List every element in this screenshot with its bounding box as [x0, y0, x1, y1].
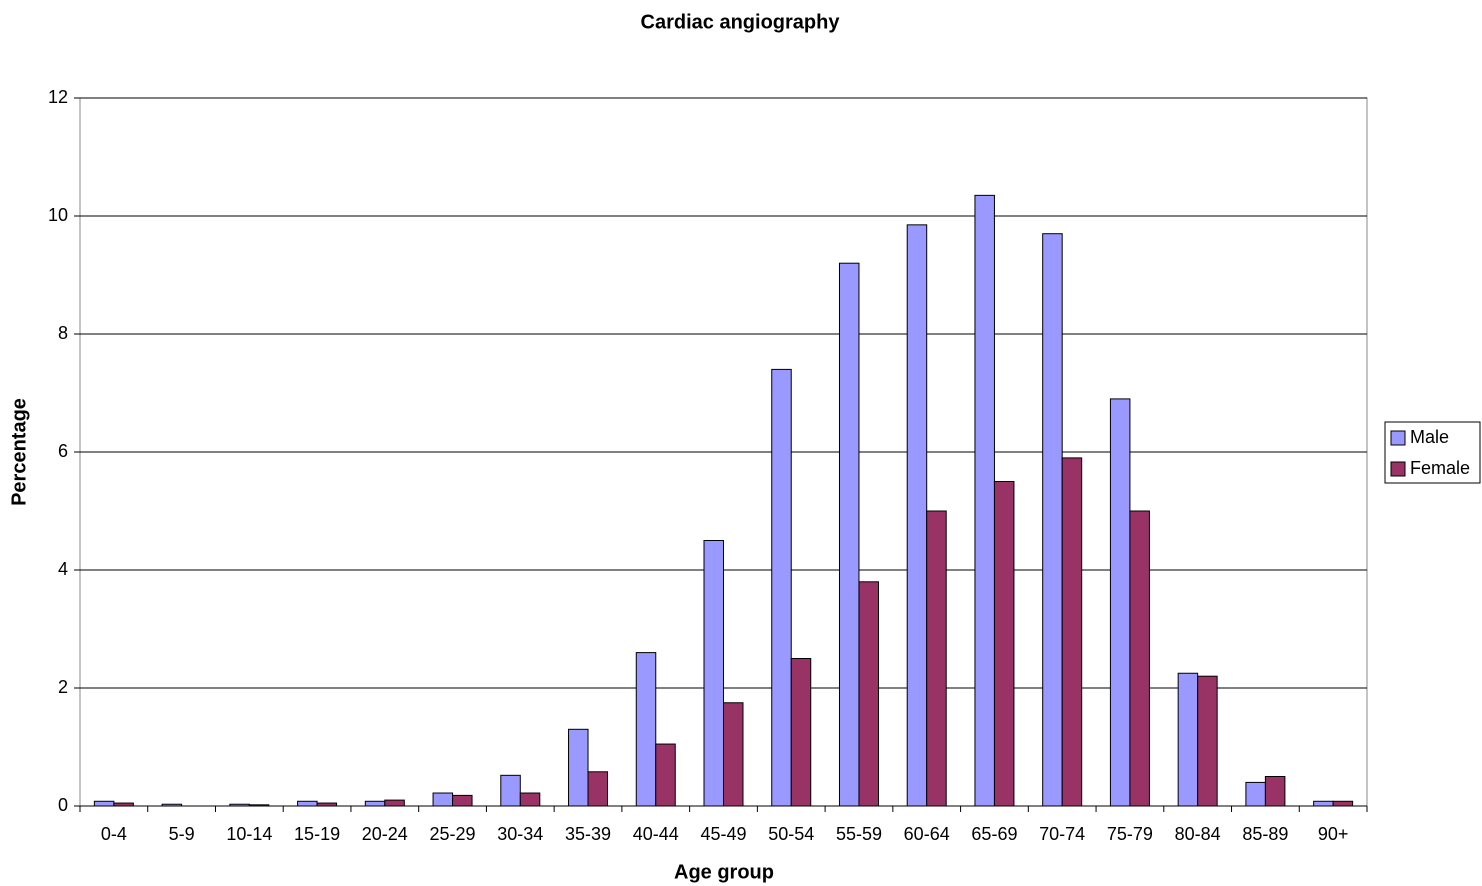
y-tick-label: 2 — [58, 677, 68, 697]
x-tick-label: 5-9 — [169, 824, 195, 844]
x-axis-label: Age group — [674, 861, 774, 883]
x-tick-label: 60-64 — [904, 824, 950, 844]
bar — [1245, 781, 1266, 807]
bar — [568, 728, 589, 807]
bar — [113, 802, 134, 807]
x-tick-label: 45-49 — [700, 824, 746, 844]
y-tick-label: 10 — [48, 205, 68, 225]
bar — [723, 702, 744, 807]
bar — [500, 774, 521, 807]
x-tick-label: 50-54 — [768, 824, 814, 844]
bar — [926, 510, 947, 807]
bar — [297, 800, 318, 807]
bar — [587, 771, 609, 807]
x-tick-label: 70-74 — [1039, 824, 1085, 844]
bar — [1129, 510, 1150, 807]
legend-swatch — [1390, 430, 1406, 446]
legend-label: Female — [1410, 458, 1470, 478]
bar — [248, 804, 270, 807]
bar — [432, 792, 454, 807]
x-tick-label: 35-39 — [565, 824, 611, 844]
x-tick-label: 40-44 — [633, 824, 679, 844]
bar — [1109, 398, 1131, 807]
bar — [1332, 800, 1354, 807]
x-tick-label: 85-89 — [1242, 824, 1288, 844]
y-axis-label: Percentage — [8, 398, 30, 506]
bar — [1197, 675, 1218, 807]
bar — [229, 803, 250, 807]
chart-title: Cardiac angiography — [641, 11, 841, 33]
bar — [1177, 672, 1199, 807]
bar — [161, 803, 183, 807]
x-tick-label: 65-69 — [971, 824, 1017, 844]
x-tick-label: 20-24 — [362, 824, 408, 844]
x-tick-label: 80-84 — [1175, 824, 1221, 844]
bar — [906, 224, 928, 807]
x-tick-label: 15-19 — [294, 824, 340, 844]
y-tick-label: 4 — [58, 559, 68, 579]
bar — [703, 540, 724, 807]
bar — [1042, 233, 1063, 807]
legend-swatch — [1390, 461, 1406, 477]
bar — [974, 194, 995, 807]
bar — [519, 792, 541, 807]
y-tick-label: 6 — [58, 441, 68, 461]
bar — [790, 658, 812, 807]
bar — [1264, 776, 1286, 807]
x-tick-label: 10-14 — [226, 824, 272, 844]
bar — [993, 481, 1015, 807]
x-tick-label: 25-29 — [430, 824, 476, 844]
bar — [635, 652, 657, 807]
x-tick-label: 55-59 — [836, 824, 882, 844]
bar — [838, 262, 860, 807]
bar — [1313, 800, 1334, 807]
y-tick-label: 12 — [48, 87, 68, 107]
y-tick-label: 0 — [58, 795, 68, 815]
bar — [93, 800, 115, 807]
bar — [364, 800, 386, 807]
bar — [655, 743, 676, 807]
bar — [316, 802, 338, 807]
x-tick-label: 30-34 — [497, 824, 543, 844]
y-tick-label: 8 — [58, 323, 68, 343]
x-tick-label: 90+ — [1318, 824, 1349, 844]
x-tick-label: 75-79 — [1107, 824, 1153, 844]
bar — [384, 799, 405, 807]
bar — [771, 368, 792, 807]
legend-label: Male — [1410, 427, 1449, 447]
x-tick-label: 0-4 — [101, 824, 127, 844]
bar — [452, 794, 473, 807]
bar — [858, 581, 879, 807]
bar — [1061, 457, 1083, 807]
